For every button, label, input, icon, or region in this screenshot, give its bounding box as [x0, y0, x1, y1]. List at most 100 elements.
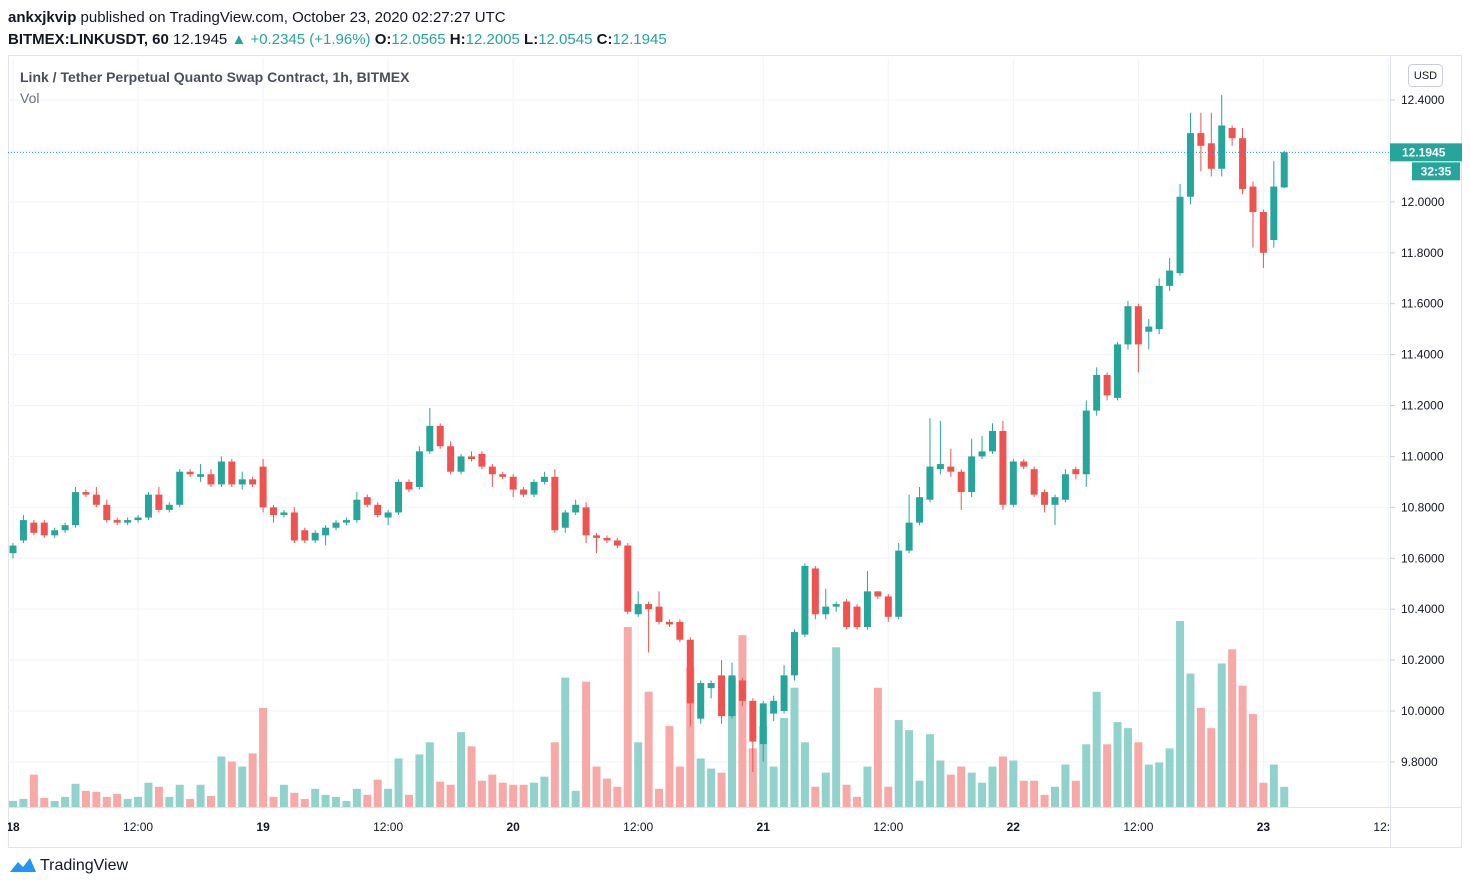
- candle-body: [1207, 143, 1215, 169]
- candle-body: [353, 499, 361, 521]
- candle-body: [342, 520, 350, 523]
- candle-body: [1134, 306, 1142, 345]
- y-tick-label: 10.0000: [1401, 704, 1445, 718]
- candle-body: [1186, 133, 1194, 197]
- candle-body: [270, 507, 277, 515]
- volume-bar: [925, 734, 934, 807]
- candle-body: [520, 489, 528, 495]
- x-tick-label: 21: [757, 820, 771, 834]
- volume-bar: [227, 761, 236, 807]
- volume-bar: [530, 782, 538, 807]
- volume-bar: [477, 780, 486, 807]
- y-tick-label: 12.0000: [1401, 195, 1445, 209]
- volume-bar: [759, 726, 768, 807]
- candle-body: [1041, 492, 1049, 505]
- volume-bar: [40, 797, 49, 807]
- candle-body: [1103, 374, 1111, 396]
- candle-body: [947, 466, 955, 472]
- volume-bar: [707, 768, 716, 807]
- candle-body: [176, 471, 184, 505]
- volume-bar: [1269, 764, 1278, 807]
- volume-bar: [9, 800, 17, 807]
- volume-bar: [696, 758, 705, 807]
- volume-bar: [175, 784, 184, 807]
- candle-body: [718, 675, 726, 717]
- candle-body: [1166, 270, 1174, 286]
- volume-bar: [279, 784, 288, 807]
- currency-button[interactable]: [1408, 64, 1443, 87]
- volume-bar: [634, 742, 643, 807]
- candle-body: [540, 476, 548, 482]
- candle-body: [72, 492, 80, 526]
- candle-body: [811, 568, 819, 615]
- volume-bar: [1134, 742, 1143, 807]
- candle-body: [19, 520, 27, 541]
- candle-body: [1114, 344, 1122, 398]
- candle-body: [311, 532, 319, 541]
- volume-bar: [1248, 714, 1257, 807]
- volume-bar: [113, 793, 122, 807]
- volume-bar: [936, 760, 945, 807]
- candle-body: [738, 680, 746, 701]
- volume-bar: [571, 790, 580, 807]
- change: ▲ +0.2345 (+1.96%): [231, 31, 370, 48]
- volume-bar: [988, 766, 997, 807]
- x-tick-label: 12:00: [623, 820, 653, 834]
- candle-body: [165, 504, 173, 510]
- candle-body: [895, 550, 903, 617]
- candle-body: [415, 451, 423, 487]
- volume-bar: [967, 772, 976, 807]
- candle-body: [1093, 374, 1101, 411]
- x-tick-label: 12:00: [1123, 820, 1153, 834]
- y-tick-label: 10.8000: [1401, 500, 1445, 514]
- volume-bar: [29, 774, 38, 807]
- volume-bar: [342, 800, 351, 807]
- y-tick-label: 10.4000: [1401, 602, 1445, 616]
- volume-bar: [1103, 744, 1112, 807]
- volume-bar: [71, 783, 80, 807]
- volume-bar: [238, 766, 247, 807]
- o-value: 12.0565: [391, 31, 445, 48]
- candle-body: [780, 675, 788, 712]
- candle-body: [1228, 128, 1236, 139]
- candle-body: [467, 456, 475, 459]
- candle-body: [853, 606, 861, 628]
- candle-body: [1239, 138, 1247, 190]
- volume-bar: [290, 792, 299, 807]
- y-tick-label: 9.8000: [1401, 755, 1438, 769]
- y-tick-label: 11.4000: [1401, 348, 1444, 362]
- logo: TradingView: [10, 857, 128, 874]
- volume-bar: [1228, 649, 1237, 807]
- candle-body: [1009, 461, 1017, 505]
- volume-bar: [196, 784, 205, 807]
- candle-body: [1249, 186, 1257, 213]
- candle-body: [249, 479, 257, 485]
- volume-bar: [1019, 780, 1028, 807]
- candle-body: [926, 466, 934, 500]
- volume-bar: [165, 796, 174, 807]
- volume-bar: [1092, 691, 1101, 807]
- candle-body: [61, 525, 69, 531]
- price-axis: 9.8000 10.0000 10.2000 10.4000 10.6000 10.800…: [1390, 93, 1445, 769]
- candle-body: [405, 481, 413, 490]
- volume-bar: [863, 766, 872, 807]
- volume-bar: [790, 687, 799, 807]
- candle-body: [863, 591, 871, 628]
- volume-bar: [373, 779, 382, 807]
- volume-bar: [905, 730, 914, 807]
- x-tick-label: 22: [1007, 820, 1021, 834]
- volume-bar: [1082, 744, 1091, 807]
- grid: [8, 58, 1390, 807]
- volume-bar: [394, 758, 403, 807]
- candle-body: [1197, 133, 1205, 146]
- currency[interactable]: USD: [1414, 70, 1437, 82]
- x-tick-label: 18: [6, 820, 20, 834]
- candle-body: [92, 494, 100, 505]
- volume-bar: [1176, 621, 1185, 807]
- candle-body: [593, 535, 601, 538]
- candle-body: [436, 425, 444, 447]
- candle-body: [1145, 326, 1153, 332]
- candle-body: [530, 481, 538, 495]
- candle-body: [551, 476, 559, 531]
- candle-body: [259, 466, 267, 508]
